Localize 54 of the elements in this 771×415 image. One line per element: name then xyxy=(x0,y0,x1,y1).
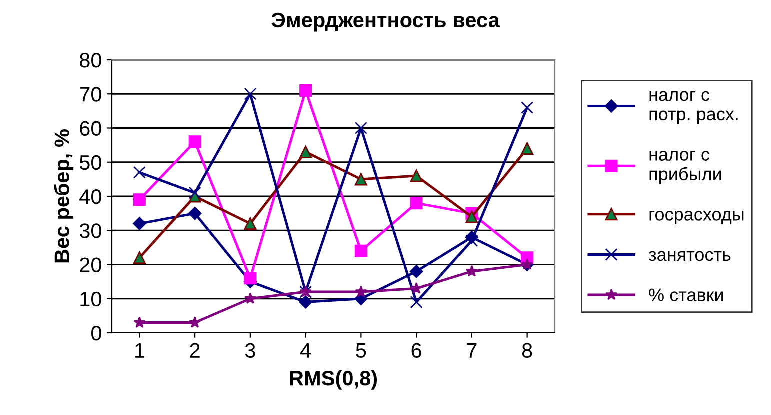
point xyxy=(189,316,202,328)
point xyxy=(355,286,368,298)
legend-label: налог с потр. расх. xyxy=(650,91,738,124)
legend-label: налог с прибыли xyxy=(650,151,722,184)
legend-label: госрасходы xyxy=(650,210,744,224)
point xyxy=(521,102,534,114)
point xyxy=(133,217,146,230)
point xyxy=(354,173,368,186)
x-tick-label: 2 xyxy=(190,343,200,358)
point xyxy=(466,210,478,224)
x-tick-label: 5 xyxy=(356,343,366,358)
point xyxy=(410,264,424,278)
point xyxy=(244,272,257,285)
legend-label: % ставки xyxy=(649,288,724,302)
y-tick-label: 70 xyxy=(80,87,102,102)
x-tick-label: 4 xyxy=(300,343,311,358)
point xyxy=(354,122,368,134)
y-axis-title: Вес ребер, % xyxy=(54,130,74,263)
y-tick-label: 30 xyxy=(80,224,102,238)
point xyxy=(244,292,256,304)
point xyxy=(133,252,146,264)
y-tick-label: 80 xyxy=(80,53,102,68)
x-tick-label: 1 xyxy=(135,343,144,358)
point xyxy=(300,84,312,97)
point xyxy=(133,194,146,206)
point xyxy=(410,170,423,182)
x-axis-title: RMS(0,8) xyxy=(290,370,378,390)
legend-label: занятость xyxy=(648,251,731,262)
x-tick-label: 6 xyxy=(412,343,422,358)
point xyxy=(133,166,146,179)
y-tick-label: 40 xyxy=(80,190,102,204)
chart-title: Эмерджентность веса xyxy=(272,12,500,32)
x-tick-label: 8 xyxy=(522,343,532,358)
point xyxy=(354,244,368,258)
point xyxy=(410,197,423,210)
point xyxy=(466,265,478,277)
y-tick-label: 50 xyxy=(80,155,102,170)
point xyxy=(244,88,257,100)
x-tick-label: 3 xyxy=(245,343,256,358)
y-tick-label: 0 xyxy=(92,326,102,341)
y-tick-label: 20 xyxy=(80,258,102,273)
point xyxy=(300,146,312,158)
y-tick-label: 10 xyxy=(80,292,102,307)
point xyxy=(134,316,146,328)
point xyxy=(521,142,534,155)
point xyxy=(188,136,202,148)
y-tick-label: 60 xyxy=(80,121,102,136)
point xyxy=(299,296,312,309)
point xyxy=(466,234,478,248)
point xyxy=(410,296,423,309)
x-tick-label: 7 xyxy=(467,343,477,358)
point xyxy=(244,218,257,230)
point xyxy=(188,186,202,200)
point xyxy=(188,206,202,220)
